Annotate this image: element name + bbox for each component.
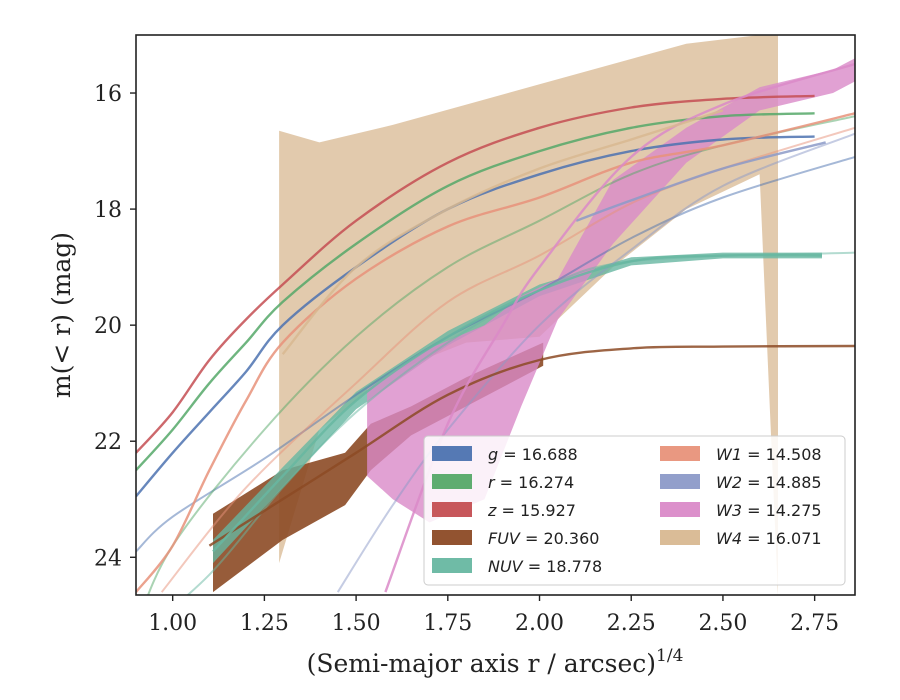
band-w3 xyxy=(367,58,855,523)
y-tick-label: 18 xyxy=(94,198,122,223)
curve-w2 xyxy=(575,141,826,222)
y-tick-label: 24 xyxy=(94,546,122,571)
model-curve-r xyxy=(146,115,855,595)
plot-frame xyxy=(135,34,856,596)
x-axis-label: (Semi-major axis r / arcsec)1/4 xyxy=(307,646,684,678)
curve-w1 xyxy=(136,112,855,593)
curve-w4 xyxy=(281,109,724,355)
legend-label-w2: W2 = 14.885 xyxy=(716,473,822,492)
legend-swatch-w3 xyxy=(660,502,700,517)
legend-label-z: z = 15.927 xyxy=(487,501,576,520)
legend-box xyxy=(423,435,846,586)
legend-swatch-nuv xyxy=(432,558,472,573)
legend: g = 16.688 r = 16.274 z = 15.927 FUV = 20.3… xyxy=(423,435,846,586)
legend-label-g: g = 16.688 xyxy=(488,445,578,464)
legend-swatch-w2 xyxy=(660,474,700,489)
legend-swatch-r xyxy=(432,474,472,489)
curve-fuv xyxy=(208,344,855,547)
uncertainty-bands xyxy=(213,35,855,595)
y-axis-label: m(< r) (mag) xyxy=(47,232,76,398)
model-curve-w2 xyxy=(336,132,855,593)
legend-label-w1: W1 = 14.508 xyxy=(716,445,822,464)
x-tick-label: 1.75 xyxy=(423,611,472,636)
curve-r xyxy=(136,112,815,472)
curve-z xyxy=(136,94,815,454)
legend-swatch-z xyxy=(432,502,472,517)
legend-label-r: r = 16.274 xyxy=(488,473,574,492)
y-tick-label: 20 xyxy=(94,314,122,339)
x-tick-label: 2.25 xyxy=(607,611,656,636)
x-tick-label: 1.25 xyxy=(240,611,289,636)
x-tick-label: 1.00 xyxy=(148,611,197,636)
legend-label-nuv: NUV = 18.778 xyxy=(488,557,602,576)
y-axis: 16 18 20 22 24 xyxy=(94,82,136,571)
x-tick-label: 1.50 xyxy=(332,611,381,636)
curve-g xyxy=(136,135,815,498)
legend-label-w4: W4 = 16.071 xyxy=(716,529,822,548)
x-axis: 1.00 1.25 1.50 1.75 2.00 2.25 2.50 2.75 xyxy=(148,595,839,636)
x-tick-label: 2.50 xyxy=(698,611,747,636)
legend-swatch-fuv xyxy=(432,530,472,545)
legend-swatch-w4 xyxy=(660,530,700,545)
y-tick-label: 22 xyxy=(94,430,122,455)
data-curves xyxy=(136,62,855,593)
legend-label-fuv: FUV = 20.360 xyxy=(488,529,599,548)
legend-swatch-w1 xyxy=(660,446,700,461)
legend-swatch-g xyxy=(432,446,472,461)
curve-nuv xyxy=(212,253,823,553)
x-tick-label: 2.00 xyxy=(515,611,564,636)
y-tick-label: 16 xyxy=(94,82,122,107)
legend-label-w3: W3 = 14.275 xyxy=(716,501,822,520)
x-tick-label: 2.75 xyxy=(790,611,839,636)
